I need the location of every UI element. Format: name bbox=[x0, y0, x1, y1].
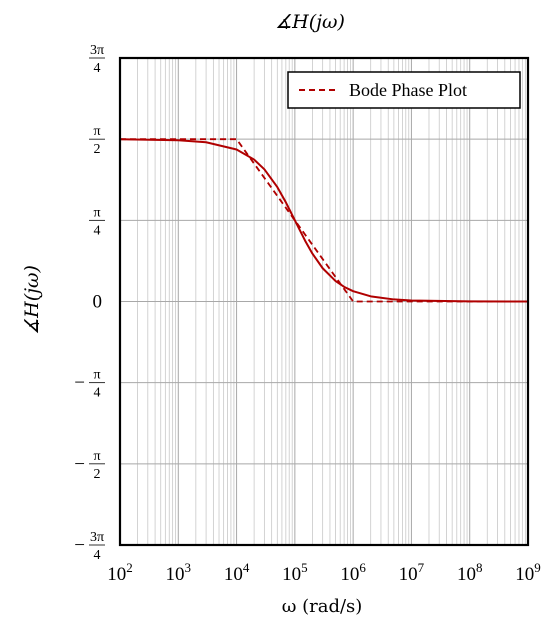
x-tick-label: 105 bbox=[282, 560, 308, 585]
chart-title: ∡H(jω) bbox=[275, 11, 345, 33]
x-tick-label: 104 bbox=[224, 560, 250, 585]
y-tick-numerator: 3π bbox=[90, 530, 104, 545]
y-tick-denominator: 4 bbox=[94, 548, 101, 563]
x-axis-label: ω (rad/s) bbox=[282, 596, 363, 617]
x-tick-label: 108 bbox=[457, 560, 483, 585]
y-tick-denominator: 2 bbox=[94, 142, 101, 157]
y-tick-sign: − bbox=[74, 373, 85, 394]
y-tick-numerator: π bbox=[93, 368, 100, 383]
y-axis-label: ∡H(jω) bbox=[21, 265, 43, 335]
y-tick-denominator: 2 bbox=[94, 467, 101, 482]
phase-line bbox=[119, 138, 529, 303]
legend-label: Bode Phase Plot bbox=[349, 80, 467, 100]
series-layer bbox=[119, 138, 529, 303]
x-tick-label: 107 bbox=[399, 560, 425, 585]
y-tick-numerator: π bbox=[93, 124, 100, 139]
y-tick-numerator: π bbox=[93, 449, 100, 464]
legend: Bode Phase Plot bbox=[287, 71, 521, 109]
asymptote-line bbox=[120, 138, 528, 303]
x-tick-label: 109 bbox=[515, 560, 541, 585]
x-tick-label: 106 bbox=[340, 560, 366, 585]
y-tick-denominator: 4 bbox=[94, 386, 101, 401]
y-tick-numerator: 3π bbox=[90, 43, 104, 58]
y-tick-label: 0 bbox=[93, 292, 103, 313]
y-tick-numerator: π bbox=[93, 205, 100, 220]
x-tick-labels: 102 103 104 105 106 107 108 109 bbox=[107, 560, 541, 585]
y-tick-denominator: 4 bbox=[94, 223, 101, 238]
y-tick-sign: − bbox=[74, 454, 85, 475]
y-tick-denominator: 4 bbox=[94, 61, 101, 76]
x-tick-label: 102 bbox=[107, 560, 133, 585]
legend-box bbox=[287, 71, 521, 109]
plot-frame bbox=[118, 56, 530, 547]
y-tick-sign: − bbox=[74, 535, 85, 556]
x-tick-label: 103 bbox=[166, 560, 192, 585]
